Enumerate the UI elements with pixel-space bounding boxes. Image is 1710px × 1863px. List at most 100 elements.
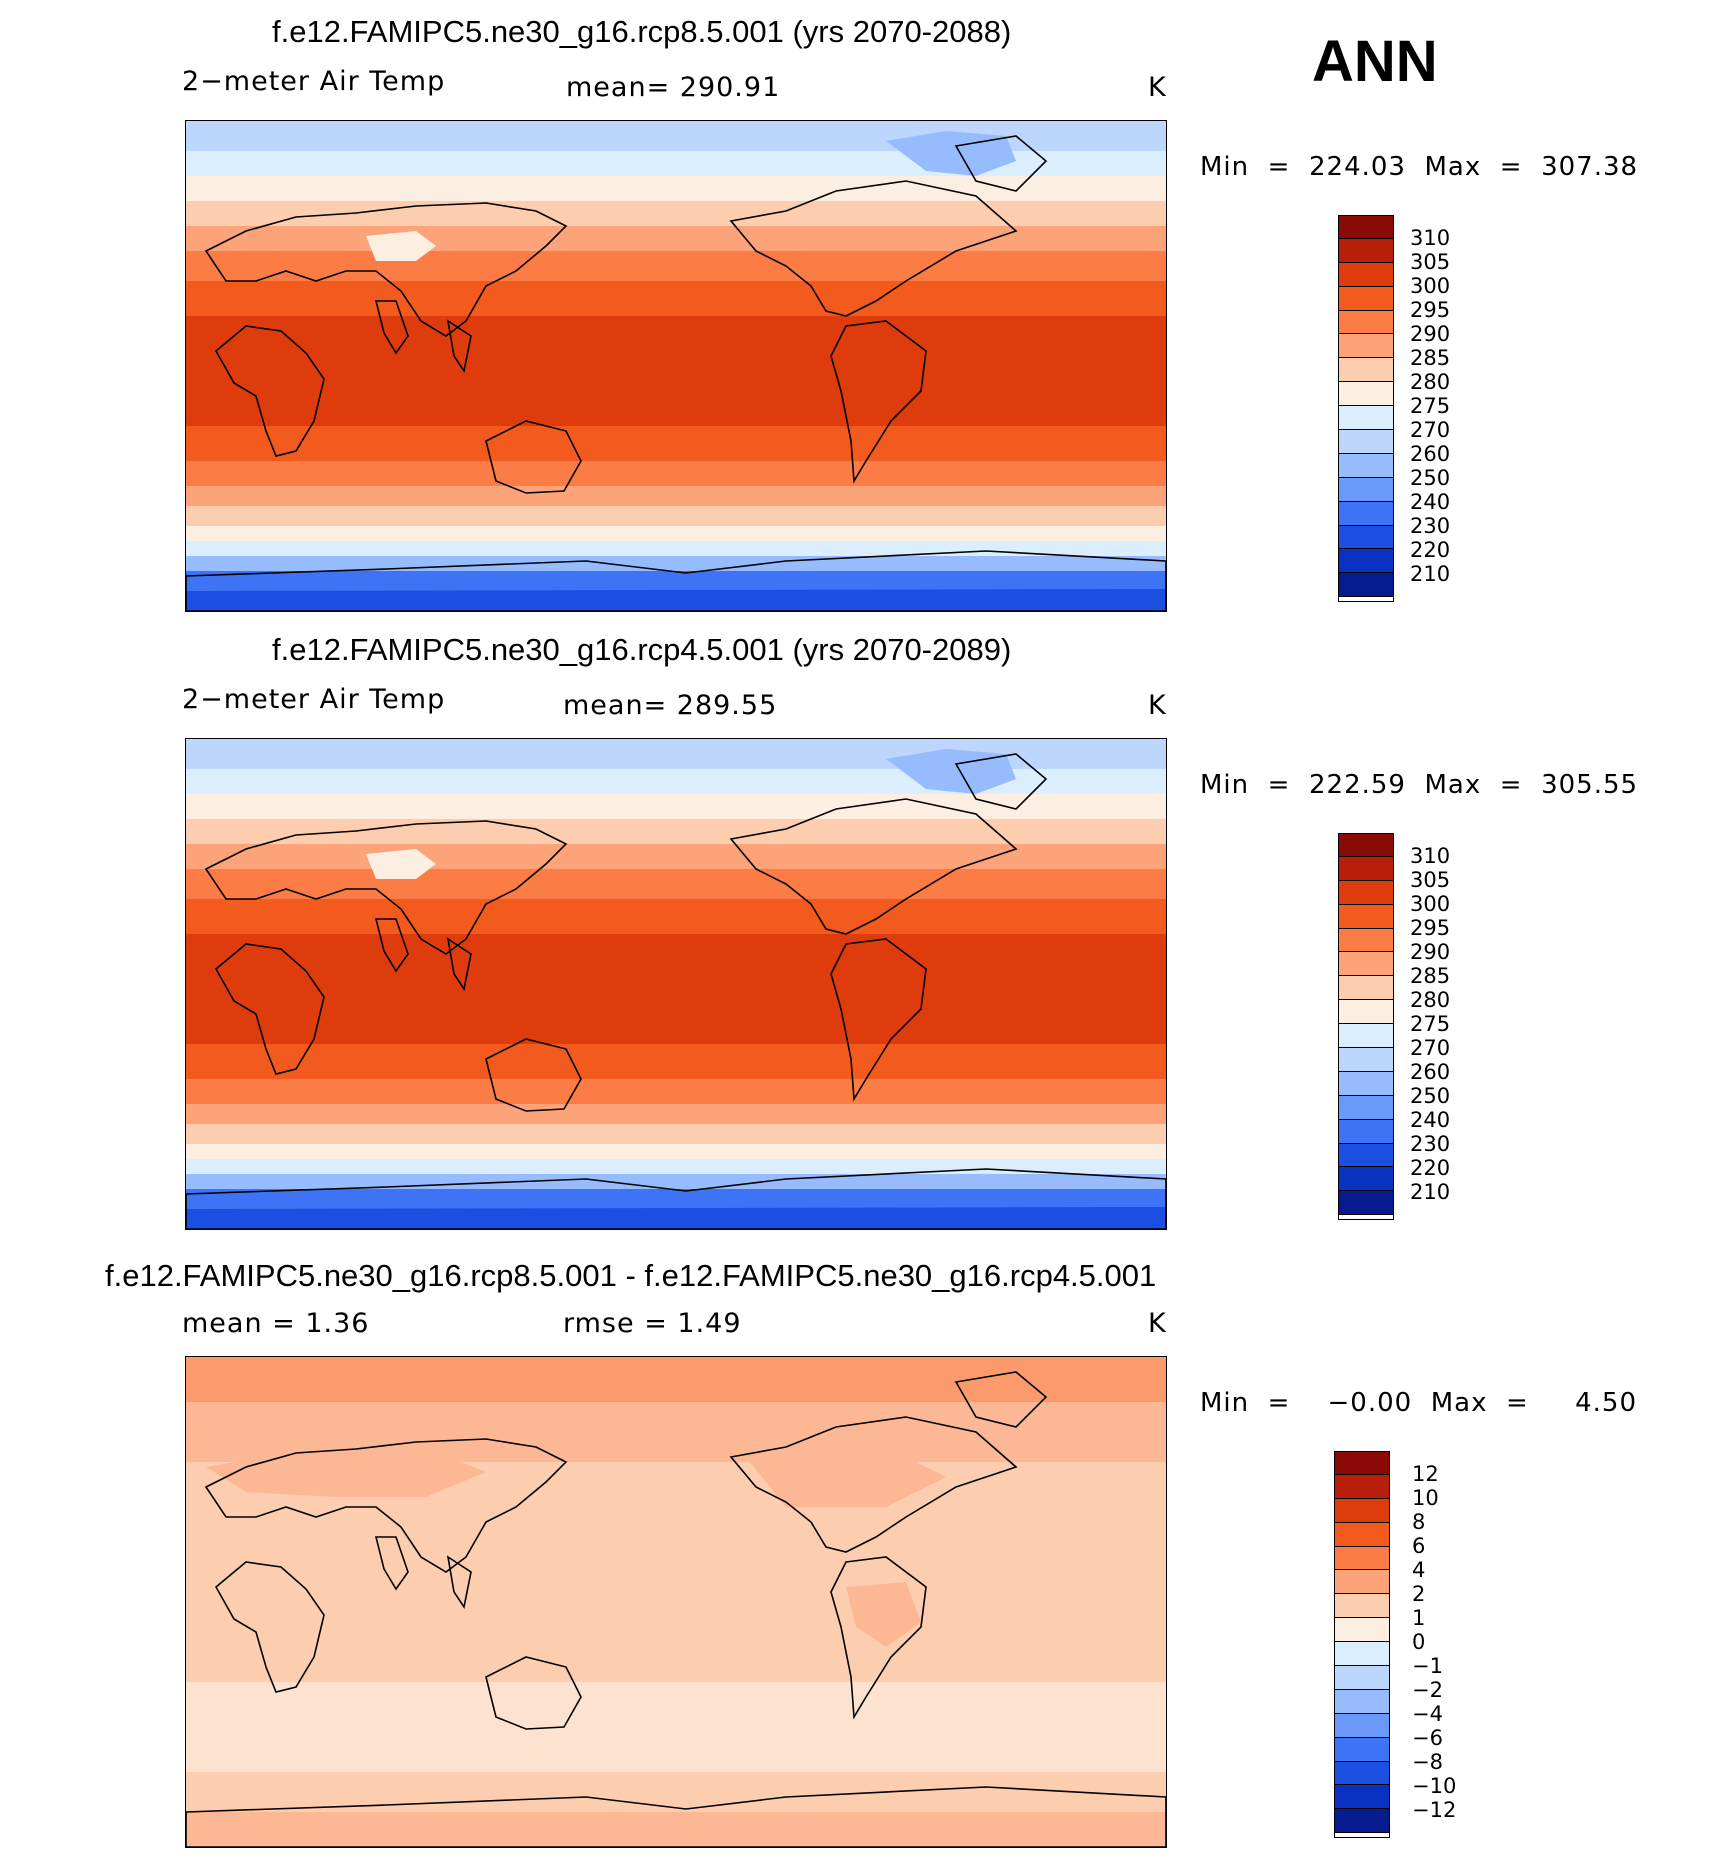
colorbar-tick-label: 260: [1410, 442, 1451, 466]
colorbar-swatch: [1334, 1666, 1390, 1690]
panel2-units: K: [1148, 690, 1167, 721]
colorbar-swatch: [1338, 1000, 1394, 1025]
colorbar-tick-label: 275: [1410, 1012, 1451, 1036]
panel1-colorbar: [1338, 215, 1394, 602]
colorbar-swatch: [1338, 453, 1394, 478]
colorbar-tick-label: −10: [1412, 1774, 1457, 1798]
panel2-colorbar-labels: 310 305 300 295 290 285 280 275 270 260 250 240 230 2…: [1410, 844, 1450, 1204]
colorbar-swatch: [1334, 1594, 1390, 1619]
colorbar-tick-label: 300: [1410, 892, 1451, 916]
colorbar-swatch: [1338, 1167, 1394, 1192]
panel2-minmax: Min = 222.59 Max = 305.55: [1200, 770, 1639, 800]
panel2-variable: 2−meter Air Temp: [182, 684, 446, 715]
colorbar-swatch: [1334, 1689, 1390, 1714]
colorbar-swatch: [1334, 1761, 1390, 1786]
colorbar-tick-label: 220: [1410, 538, 1451, 562]
colorbar-swatch: [1334, 1498, 1390, 1523]
colorbar-swatch: [1338, 262, 1394, 287]
colorbar-swatch: [1334, 1570, 1390, 1595]
panel3-colorbar: [1334, 1451, 1390, 1838]
colorbar-swatch: [1334, 1522, 1390, 1547]
colorbar-tick-label: 0: [1412, 1630, 1426, 1654]
panel3-colorbar-labels: 12 10 8 6 4 2 1 0 −1 −2 −4 −6 −8 −10 −12: [1412, 1462, 1456, 1822]
colorbar-tick-label: −1: [1412, 1654, 1443, 1678]
colorbar-swatch: [1334, 1785, 1390, 1810]
colorbar-tick-label: 220: [1410, 1156, 1451, 1180]
colorbar-tick-label: 240: [1410, 490, 1451, 514]
panel1-mean: mean= 290.91: [566, 72, 781, 103]
colorbar-swatch: [1338, 1143, 1394, 1168]
colorbar-tick-label: 1: [1412, 1606, 1426, 1630]
colorbar-swatch: [1334, 1809, 1390, 1834]
colorbar-tick-label: −8: [1412, 1750, 1443, 1774]
colorbar-swatch: [1338, 1024, 1394, 1049]
colorbar-tick-label: 230: [1410, 514, 1451, 538]
panel1-minmax: Min = 224.03 Max = 307.38: [1200, 152, 1639, 182]
colorbar-tick-label: 295: [1410, 916, 1451, 940]
colorbar-tick-label: 285: [1410, 964, 1451, 988]
colorbar-tick-label: 10: [1412, 1486, 1439, 1510]
colorbar-swatch: [1338, 430, 1394, 454]
colorbar-tick-label: 310: [1410, 844, 1451, 868]
colorbar-tick-label: 295: [1410, 298, 1451, 322]
colorbar-swatch: [1338, 501, 1394, 526]
colorbar-swatch: [1338, 1048, 1394, 1072]
colorbar-tick-label: 290: [1410, 940, 1451, 964]
colorbar-swatch: [1338, 1119, 1394, 1144]
panel2-title: f.e12.FAMIPC5.ne30_g16.rcp4.5.001 (yrs 2…: [272, 632, 1012, 667]
panel3-minmax: Min = −0.00 Max = 4.50: [1200, 1388, 1637, 1418]
colorbar-swatch: [1338, 310, 1394, 335]
colorbar-tick-label: 290: [1410, 322, 1451, 346]
colorbar-tick-label: 270: [1410, 418, 1451, 442]
colorbar-tick-label: 260: [1410, 1060, 1451, 1084]
colorbar-tick-label: −2: [1412, 1678, 1443, 1702]
colorbar-swatch: [1338, 358, 1394, 383]
colorbar-swatch: [1338, 856, 1394, 881]
colorbar-tick-label: 270: [1410, 1036, 1451, 1060]
colorbar-tick-label: −12: [1412, 1798, 1457, 1822]
panel1-title: f.e12.FAMIPC5.ne30_g16.rcp8.5.001 (yrs 2…: [272, 14, 1012, 49]
panel3-mean: mean = 1.36: [182, 1308, 370, 1339]
colorbar-swatch: [1338, 477, 1394, 502]
colorbar-tick-label: 275: [1410, 394, 1451, 418]
colorbar-tick-label: 8: [1412, 1510, 1426, 1534]
panel2-mean: mean= 289.55: [563, 690, 778, 721]
colorbar-tick-label: −6: [1412, 1726, 1443, 1750]
panel1-variable: 2−meter Air Temp: [182, 66, 446, 97]
colorbar-swatch: [1338, 406, 1394, 431]
colorbar-tick-label: 4: [1412, 1558, 1426, 1582]
colorbar-tick-label: 240: [1410, 1108, 1451, 1132]
colorbar-swatch: [1334, 1642, 1390, 1667]
colorbar-tick-label: 230: [1410, 1132, 1451, 1156]
colorbar-swatch: [1338, 904, 1394, 929]
panel1-map: [185, 120, 1167, 612]
colorbar-tick-label: −4: [1412, 1702, 1443, 1726]
colorbar-swatch: [1338, 833, 1394, 857]
colorbar-swatch: [1334, 1618, 1390, 1643]
colorbar-swatch: [1338, 1191, 1394, 1216]
colorbar-swatch: [1338, 525, 1394, 550]
colorbar-tick-label: 250: [1410, 1084, 1451, 1108]
panel3-map: [185, 1356, 1167, 1848]
colorbar-tick-label: 2: [1412, 1582, 1426, 1606]
colorbar-swatch: [1338, 880, 1394, 905]
colorbar-tick-label: 12: [1412, 1462, 1439, 1486]
colorbar-swatch: [1334, 1451, 1390, 1475]
colorbar-swatch: [1338, 286, 1394, 311]
colorbar-tick-label: 210: [1410, 562, 1451, 586]
colorbar-tick-label: 280: [1410, 988, 1451, 1012]
colorbar-swatch: [1334, 1737, 1390, 1762]
panel3-units: K: [1148, 1308, 1167, 1339]
colorbar-swatch: [1338, 952, 1394, 977]
panel3-title: f.e12.FAMIPC5.ne30_g16.rcp8.5.001 - f.e1…: [105, 1258, 1157, 1293]
colorbar-tick-label: 210: [1410, 1180, 1451, 1204]
colorbar-tick-label: 310: [1410, 226, 1451, 250]
colorbar-tick-label: 6: [1412, 1534, 1426, 1558]
colorbar-swatch: [1338, 549, 1394, 574]
colorbar-swatch: [1338, 1095, 1394, 1120]
panel2-colorbar: [1338, 833, 1394, 1220]
panel3-rmse: rmse = 1.49: [563, 1308, 742, 1339]
panel1-units: K: [1148, 72, 1167, 103]
colorbar-tick-label: 305: [1410, 250, 1451, 274]
